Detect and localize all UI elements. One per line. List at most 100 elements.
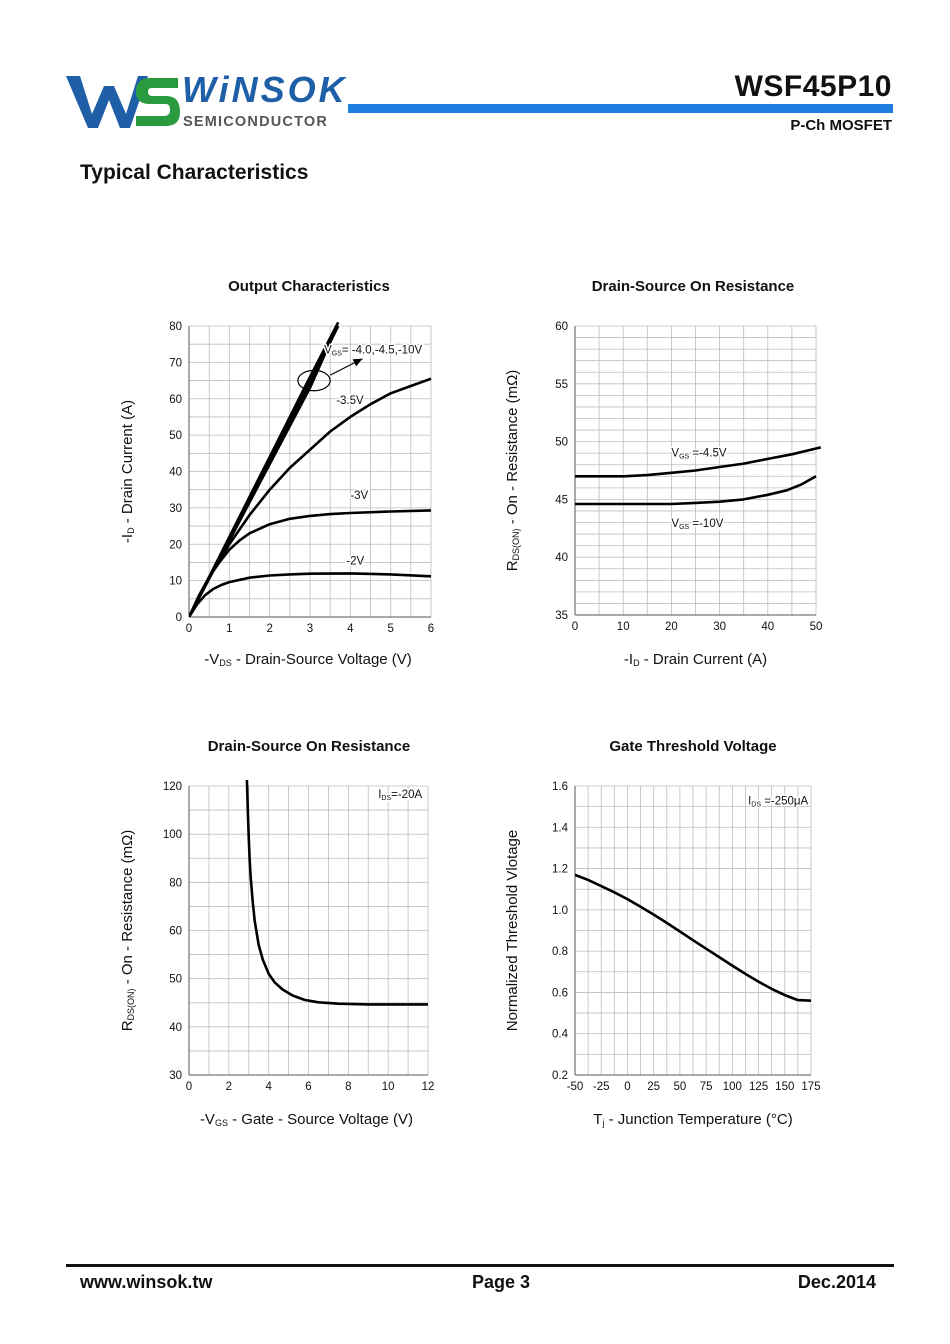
y-tick-label: 1.0 [552,905,568,917]
x-tick-label: 1 [226,623,232,635]
x-axis-label: -VDS - Drain-Source Voltage (V) [204,651,412,668]
footer-website[interactable]: www.winsok.tw [80,1272,213,1292]
y-tick-label: 0.6 [552,987,568,999]
y-tick-label: 60 [169,394,182,406]
series-line [575,475,817,506]
x-tick-label: 5 [387,623,393,635]
y-tick-label: 1.6 [552,781,568,793]
logo-wordmark: WiNSOK [182,69,348,110]
y-tick-label: 70 [169,357,182,369]
curve-annotation: VGS =-4.5V [671,448,727,461]
series-line [575,446,822,478]
footer-date: Dec.2014 [797,1272,876,1292]
y-axis-label: -ID - Drain Current (A) [119,400,136,543]
curve-annotation: -3.5V [336,395,364,407]
x-tick-label: 125 [749,1081,768,1093]
y-tick-label: 10 [169,576,182,588]
x-tick-label: 0 [186,623,192,635]
x-tick-label: 6 [305,1081,311,1093]
x-tick-label: 0 [624,1081,630,1093]
series-line [189,377,432,617]
curve-annotation: -3V [350,490,368,502]
series-line [189,509,432,617]
y-tick-label: 30 [169,503,182,515]
y-tick-label: 40 [169,1022,182,1034]
x-tick-label: 3 [307,623,313,635]
y-tick-label: 50 [169,974,182,986]
x-tick-label: 25 [647,1081,660,1093]
y-tick-label: 1.2 [552,864,568,876]
series-line [575,873,812,1002]
x-axis-label: Tj - Junction Temperature (°C) [593,1111,792,1128]
x-tick-label: 0 [572,621,578,633]
curve-group-ellipse [297,369,331,392]
x-axis-label: -VGS - Gate - Source Voltage (V) [200,1111,413,1128]
y-axis-label: RDS(ON) - On - Resistance (mΩ) [119,830,136,1032]
x-tick-label: 12 [422,1081,435,1093]
curve-annotation: IDS =-250μA [748,796,808,809]
y-tick-label: 60 [555,321,568,333]
x-tick-label: 8 [345,1081,351,1093]
x-tick-label: 75 [700,1081,713,1093]
y-axis-label: RDS(ON) - On - Resistance (mΩ) [504,370,521,572]
x-tick-label: 2 [226,1081,232,1093]
x-tick-label: 2 [266,623,272,635]
annotation-arrow-head [352,358,363,367]
y-tick-label: 0 [176,612,182,624]
logo-subtitle: SEMICONDUCTOR [183,114,328,130]
y-tick-label: 80 [169,321,182,333]
y-tick-label: 20 [169,539,182,551]
y-tick-label: 80 [169,877,182,889]
x-tick-label: 4 [265,1081,272,1093]
x-tick-label: 10 [382,1081,395,1093]
y-tick-label: 30 [169,1070,182,1082]
footer-divider [66,1264,894,1267]
y-tick-label: 0.8 [552,946,568,958]
y-tick-label: 35 [555,610,568,622]
curve-annotation: VGS= -4.0,-4.5,-10V [324,344,422,357]
x-tick-label: -25 [593,1081,610,1093]
logo-w-mark [66,76,148,128]
chart-title: Drain-Source On Resistance [592,278,795,295]
curve-annotation: VGS =-10V [671,518,723,531]
y-tick-label: 45 [555,494,568,506]
curve-annotation: -2V [346,555,364,567]
y-tick-label: 40 [555,552,568,564]
y-tick-label: 60 [169,926,182,938]
x-tick-label: 30 [713,621,726,633]
chart-title: Gate Threshold Voltage [609,738,776,755]
footer-page-number: Page 3 [472,1272,531,1292]
chart-title: Drain-Source On Resistance [208,738,411,755]
chart-title: Output Characteristics [228,278,390,295]
x-tick-label: 175 [801,1081,820,1093]
x-tick-label: 10 [617,621,630,633]
series-line [245,780,428,1006]
y-tick-label: 55 [555,379,568,391]
x-tick-label: 150 [775,1081,794,1093]
x-tick-label: 0 [186,1081,192,1093]
y-tick-label: 1.4 [552,822,569,834]
x-tick-label: 4 [347,623,354,635]
logo-s-mark [136,78,180,126]
x-axis-label: -ID - Drain Current (A) [624,651,767,668]
x-tick-label: 50 [810,621,823,633]
x-tick-label: 6 [428,623,434,635]
part-type: P-Ch MOSFET [790,117,892,134]
part-number: WSF45P10 [734,70,892,103]
section-title: Typical Characteristics [80,161,309,184]
series-line [189,572,432,617]
y-tick-label: 0.2 [552,1070,568,1082]
x-tick-label: -50 [567,1081,584,1093]
y-tick-label: 40 [169,467,182,479]
y-tick-label: 120 [163,781,182,793]
x-tick-label: 100 [723,1081,742,1093]
y-tick-label: 50 [169,430,182,442]
header-accent-bar [348,104,893,113]
x-tick-label: 20 [665,621,678,633]
x-tick-label: 40 [761,621,774,633]
y-tick-label: 0.4 [552,1029,569,1041]
curve-annotation: IDS=-20A [378,789,422,802]
x-tick-label: 50 [673,1081,686,1093]
y-axis-label: Normalized Threshold Vlotage [504,830,521,1032]
